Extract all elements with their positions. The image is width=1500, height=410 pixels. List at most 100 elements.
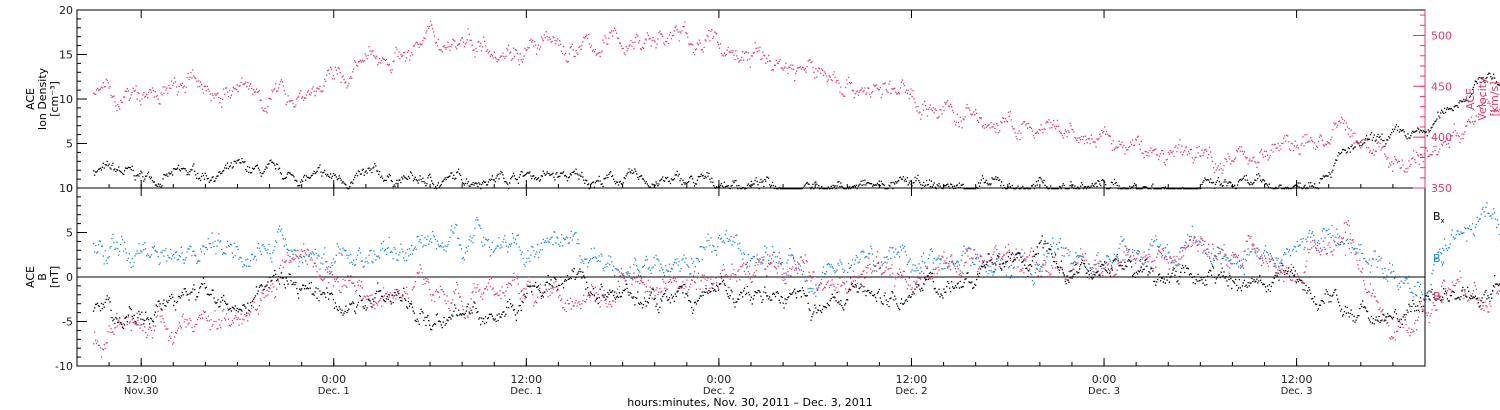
- by-series-point: [696, 258, 699, 260]
- ion-density-series-point: [1032, 183, 1035, 186]
- ion-density-series-point: [437, 182, 440, 184]
- velocity-series-point: [1389, 162, 1391, 164]
- ion-density-series-point: [1407, 133, 1409, 135]
- by-series-point: [939, 258, 941, 260]
- by-series-point: [1096, 254, 1098, 256]
- ion-density-series-point: [661, 178, 663, 180]
- by-series-point: [942, 268, 944, 270]
- by-series-point: [1337, 233, 1339, 235]
- ion-density-series-point: [451, 172, 453, 174]
- ion-density-series-point: [1338, 152, 1340, 154]
- ion-density-series-point: [953, 185, 956, 187]
- velocity-series-point: [192, 69, 194, 71]
- by-series-point: [1106, 255, 1108, 257]
- velocity-series-point: [1377, 141, 1379, 143]
- by-series-point: [1211, 264, 1214, 266]
- velocity-series-point: [529, 40, 531, 42]
- velocity-series-point: [916, 110, 918, 112]
- ion-density-series-point: [864, 179, 866, 181]
- ion-density-series-point: [390, 179, 392, 182]
- by-series-point: [625, 271, 627, 274]
- velocity-series-point: [328, 72, 331, 75]
- ion-density-series-point: [266, 167, 268, 169]
- ion-density-series-point: [588, 183, 590, 185]
- ion-density-series-point: [601, 183, 603, 185]
- by-series-point: [764, 245, 766, 247]
- velocity-series-point: [1203, 152, 1205, 154]
- ion-density-series-point: [1375, 139, 1377, 141]
- velocity-series-point: [859, 89, 861, 92]
- by-series-point: [485, 238, 488, 241]
- by-series-point: [420, 242, 422, 244]
- by-series-point: [354, 263, 357, 266]
- velocity-series-point: [1251, 160, 1253, 162]
- velocity-series-point: [1221, 172, 1223, 174]
- velocity-series-point: [1184, 147, 1187, 149]
- velocity-series-point: [918, 112, 920, 114]
- ion-density-series-point: [672, 179, 674, 181]
- velocity-series-point: [473, 49, 475, 51]
- ion-density-series-point: [391, 180, 393, 183]
- ion-density-series-point: [861, 184, 863, 186]
- velocity-series-point: [517, 59, 519, 61]
- velocity-series-point: [465, 42, 467, 44]
- ion-density-series-point: [194, 170, 196, 172]
- y-right-tick-label: 400: [1431, 131, 1452, 144]
- velocity-series-point: [480, 42, 482, 44]
- by-series-point: [877, 262, 880, 265]
- ion-density-series-point: [1374, 140, 1376, 142]
- by-series-point: [236, 246, 238, 248]
- velocity-series-point: [562, 45, 565, 48]
- by-series-point: [477, 219, 479, 221]
- ion-density-series-point: [907, 184, 909, 186]
- velocity-series-point: [1199, 155, 1201, 157]
- ion-density-series-point: [1132, 185, 1135, 187]
- velocity-series-point: [1044, 128, 1046, 131]
- ion-density-series-point: [1285, 186, 1287, 189]
- velocity-series-point: [327, 70, 329, 72]
- ion-density-series-point: [809, 187, 811, 189]
- by-series-point: [393, 247, 395, 249]
- by-series-point: [1400, 280, 1402, 282]
- velocity-series-point: [1249, 158, 1251, 160]
- ion-density-series-point: [1450, 107, 1452, 110]
- velocity-series-point: [532, 39, 534, 42]
- ion-density-series-point: [1319, 178, 1321, 180]
- by-series-point: [881, 264, 883, 266]
- by-series-point: [206, 248, 208, 251]
- velocity-series-point: [400, 53, 402, 56]
- by-series-point: [426, 238, 428, 241]
- by-series-point: [276, 241, 278, 244]
- by-series-point: [491, 241, 493, 244]
- velocity-series-point: [1036, 131, 1038, 133]
- ion-density-series-point: [1287, 186, 1289, 188]
- by-series-point: [641, 266, 644, 268]
- velocity-series-point: [1081, 138, 1084, 141]
- ion-density-series-point: [1151, 185, 1153, 187]
- ion-density-series-point: [136, 175, 138, 177]
- by-series-point: [822, 266, 825, 268]
- ion-density-series-point: [452, 177, 454, 179]
- velocity-series-point: [234, 87, 236, 90]
- ion-density-series-point: [942, 188, 944, 190]
- ion-density-series-point: [1062, 183, 1064, 185]
- by-series-point: [127, 257, 129, 259]
- velocity-series-point: [429, 25, 431, 28]
- ion-density-series-point: [519, 174, 521, 176]
- velocity-series-point: [1364, 139, 1366, 141]
- by-series-point: [490, 248, 492, 251]
- by-series-point: [124, 248, 127, 250]
- ion-density-series-point: [200, 175, 203, 178]
- ion-density-series-point: [1130, 188, 1132, 190]
- ion-density-series-point: [157, 183, 159, 185]
- velocity-series-point: [1315, 145, 1318, 147]
- velocity-series-point: [640, 48, 643, 50]
- velocity-series-point: [1368, 151, 1371, 153]
- velocity-series-point: [1008, 115, 1010, 117]
- by-series-point: [649, 269, 651, 271]
- by-series-point: [1010, 275, 1012, 277]
- ion-density-series-point: [1412, 130, 1414, 132]
- velocity-series-point: [212, 94, 214, 96]
- velocity-series-point: [1474, 120, 1476, 122]
- ion-density-series-point: [353, 179, 355, 181]
